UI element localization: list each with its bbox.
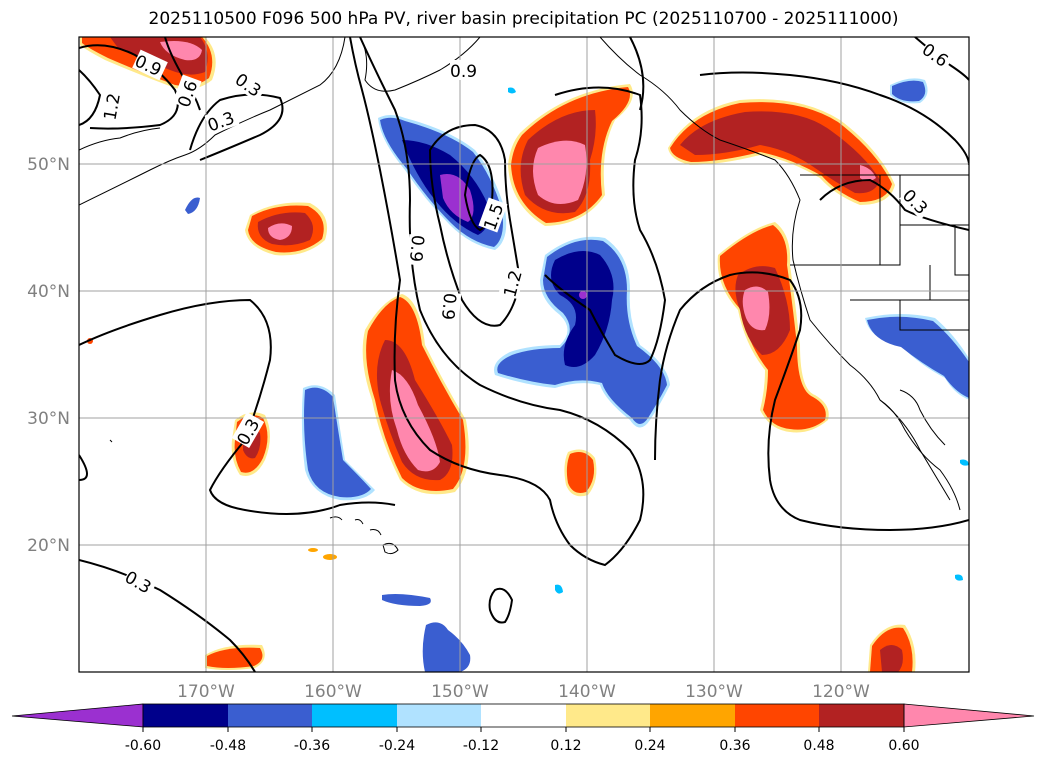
colorbar-segment	[312, 704, 397, 727]
precip-positive-128w	[717, 222, 829, 433]
precip-negative-south	[382, 594, 471, 672]
lat-label-40: 40°N	[27, 282, 70, 302]
precip-positive-coast	[668, 99, 895, 205]
colorbar-extend-min	[11, 703, 144, 728]
colorbar-segment	[566, 704, 650, 727]
lon-label-160w: 160°W	[304, 682, 362, 702]
colorbar-label: 0.48	[803, 738, 834, 754]
precip-negative-northeast	[890, 78, 928, 104]
precip-positive-141w	[564, 449, 597, 497]
lon-label-170w: 170°W	[177, 682, 235, 702]
map-frame	[78, 36, 970, 673]
precip-positive-north-central	[508, 84, 633, 226]
coastlines	[79, 37, 969, 511]
precip-positive-central	[362, 294, 469, 495]
contour-label: 0.9	[450, 62, 477, 82]
precip-negative-central	[494, 236, 670, 428]
lon-label-150w: 150°W	[431, 682, 489, 702]
colorbar-segment	[228, 704, 312, 727]
colorbar-segment	[819, 704, 904, 727]
colorbar-extend-max	[903, 703, 1035, 728]
colorbar-label: 0.36	[719, 738, 750, 754]
colorbar-label: -0.36	[294, 738, 330, 754]
colorbar-label: -0.24	[379, 738, 415, 754]
contour-label: 1.2	[101, 92, 125, 122]
precip-dot	[323, 554, 337, 560]
map-plot-area: 0.9 0.6 0.3 1.2 0.3 0.9 0.9 0.9 1.5 1.2 …	[79, 37, 969, 672]
lat-label-30: 30°N	[27, 409, 70, 429]
colorbar-label: -0.48	[210, 738, 246, 754]
graticule	[79, 37, 969, 672]
colorbar: -0.60 -0.48 -0.36 -0.24 -0.12 0.12 0.24 …	[11, 703, 1035, 754]
lon-labels: 170°W 160°W 150°W 140°W 130°W 120°W	[177, 682, 870, 702]
colorbar-label: 0.60	[888, 738, 919, 754]
precip-positive-165w	[245, 202, 328, 256]
lat-labels: 20°N 30°N 40°N 50°N	[27, 155, 70, 556]
lon-label-130w: 130°W	[685, 682, 743, 702]
map-title: 2025110500 F096 500 hPa PV, river basin …	[148, 9, 899, 29]
colorbar-label: 0.12	[550, 738, 581, 754]
islands	[109, 439, 399, 555]
colorbar-segment	[397, 704, 481, 727]
colorbar-segment	[650, 704, 735, 727]
colorbar-label: 0.24	[634, 738, 665, 754]
contour-label: 0.9	[437, 292, 459, 321]
precip-positive-south	[205, 644, 265, 670]
precip-positive-southeast	[868, 624, 916, 672]
lon-label-140w: 140°W	[558, 682, 616, 702]
lon-label-120w: 120°W	[812, 682, 870, 702]
colorbar-label: -0.12	[463, 738, 499, 754]
precip-negative-160w	[301, 385, 375, 501]
lat-label-20: 20°N	[27, 536, 70, 556]
contour-label: 0.9	[405, 234, 427, 263]
colorbar-segment	[143, 704, 228, 727]
precip-dot	[308, 548, 318, 552]
pv-contours	[79, 37, 969, 672]
colorbar-segment	[481, 704, 566, 727]
colorbar-segment	[735, 704, 819, 727]
colorbar-label: -0.60	[125, 738, 161, 754]
precip-negative-east	[865, 314, 969, 400]
lat-label-50: 50°N	[27, 155, 70, 175]
